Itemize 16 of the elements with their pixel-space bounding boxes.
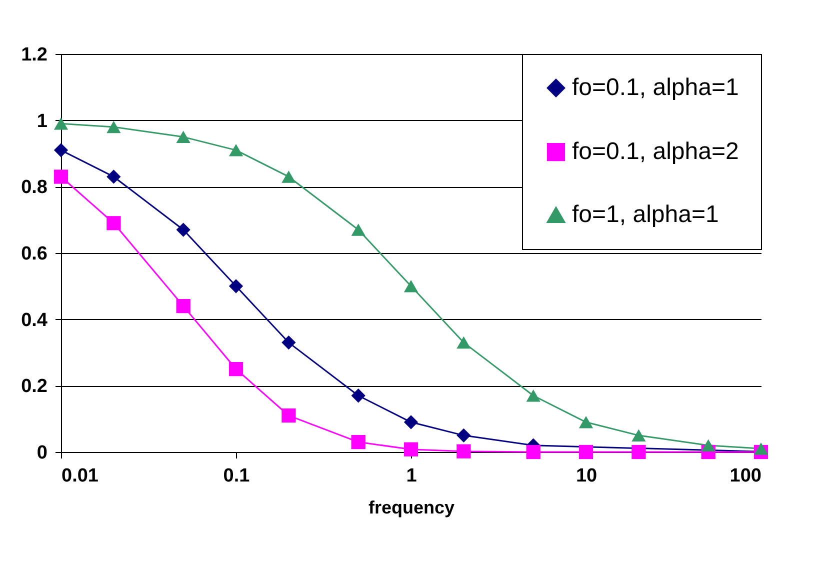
legend-label: fo=0.1, alpha=1: [572, 74, 739, 101]
x-axis-title: frequency: [368, 498, 455, 518]
x-tick-label: 0.1: [223, 466, 250, 486]
x-tick-label: 0.01: [62, 466, 99, 486]
y-tick-label: 0: [36, 442, 48, 464]
y-tick-label: 1: [36, 110, 48, 132]
y-tick-label: 0.2: [21, 376, 48, 398]
y-tick-label: 0.4: [21, 310, 48, 331]
legend-label: fo=0.1, alpha=2: [572, 138, 739, 165]
x-tick-label: 100: [730, 466, 762, 486]
x-tick-label: 10: [576, 466, 598, 486]
x-tick-label: 1: [406, 466, 418, 486]
y-tick-label: 1.2: [21, 44, 48, 66]
y-tick-label: 0.8: [21, 177, 48, 198]
legend-label: fo=1, alpha=1: [572, 201, 719, 228]
y-tick-label: 0.6: [21, 244, 48, 264]
